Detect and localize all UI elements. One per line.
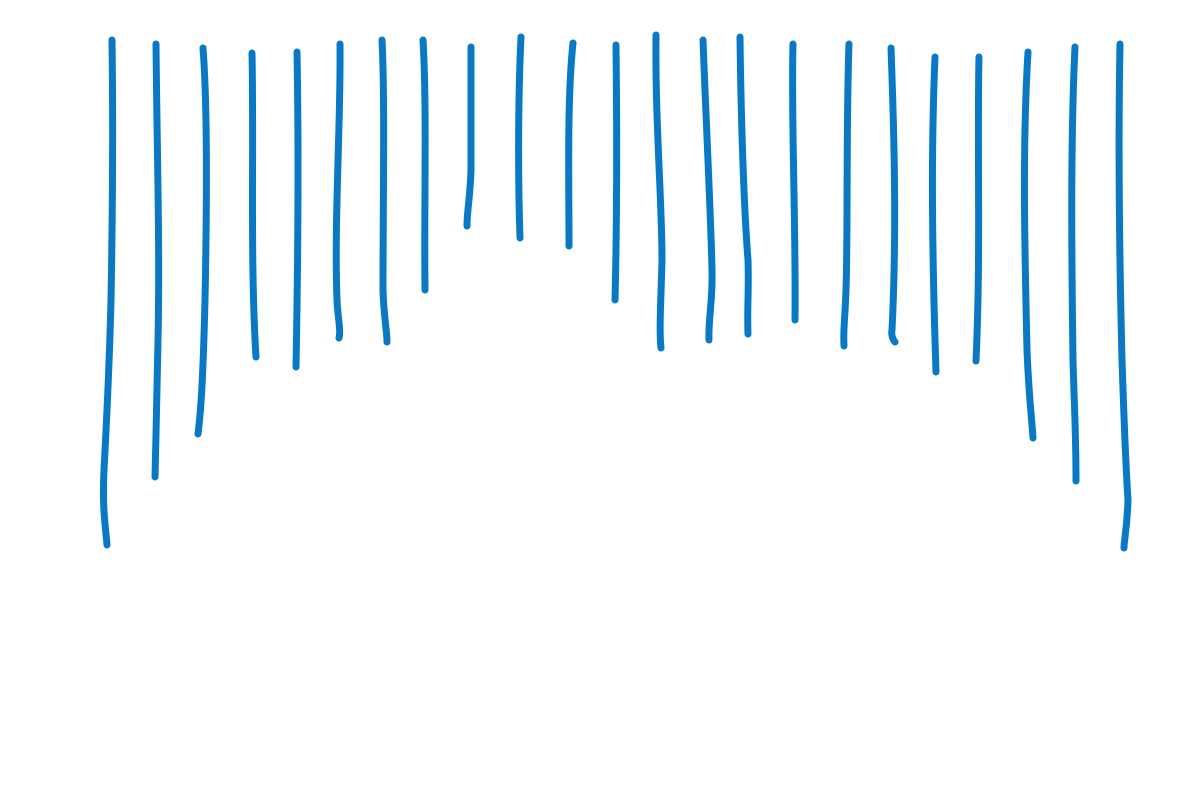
stroke-11	[565, 39, 577, 250]
stroke-22	[1068, 43, 1080, 485]
stroke-16	[789, 40, 799, 324]
stroke-19	[928, 53, 940, 376]
stroke-17	[840, 40, 853, 350]
stroke-02	[151, 40, 163, 481]
stroke-08	[419, 36, 429, 294]
stroke-21	[1020, 48, 1037, 442]
stroke-18	[887, 44, 899, 346]
stroke-04	[248, 49, 260, 361]
stroke-12	[611, 41, 621, 304]
stroke-20	[972, 53, 983, 365]
stroke-10	[515, 33, 525, 242]
stroke-13	[652, 31, 666, 352]
stroke-09	[463, 43, 475, 230]
stroke-03	[194, 44, 210, 438]
stroke-14	[699, 36, 716, 344]
stroke-15	[736, 33, 752, 338]
stroke-05	[292, 48, 302, 371]
stroke-23	[1115, 40, 1132, 552]
stroke-06	[332, 40, 344, 342]
stroke-07	[378, 36, 391, 346]
stroke-01	[99, 36, 117, 549]
